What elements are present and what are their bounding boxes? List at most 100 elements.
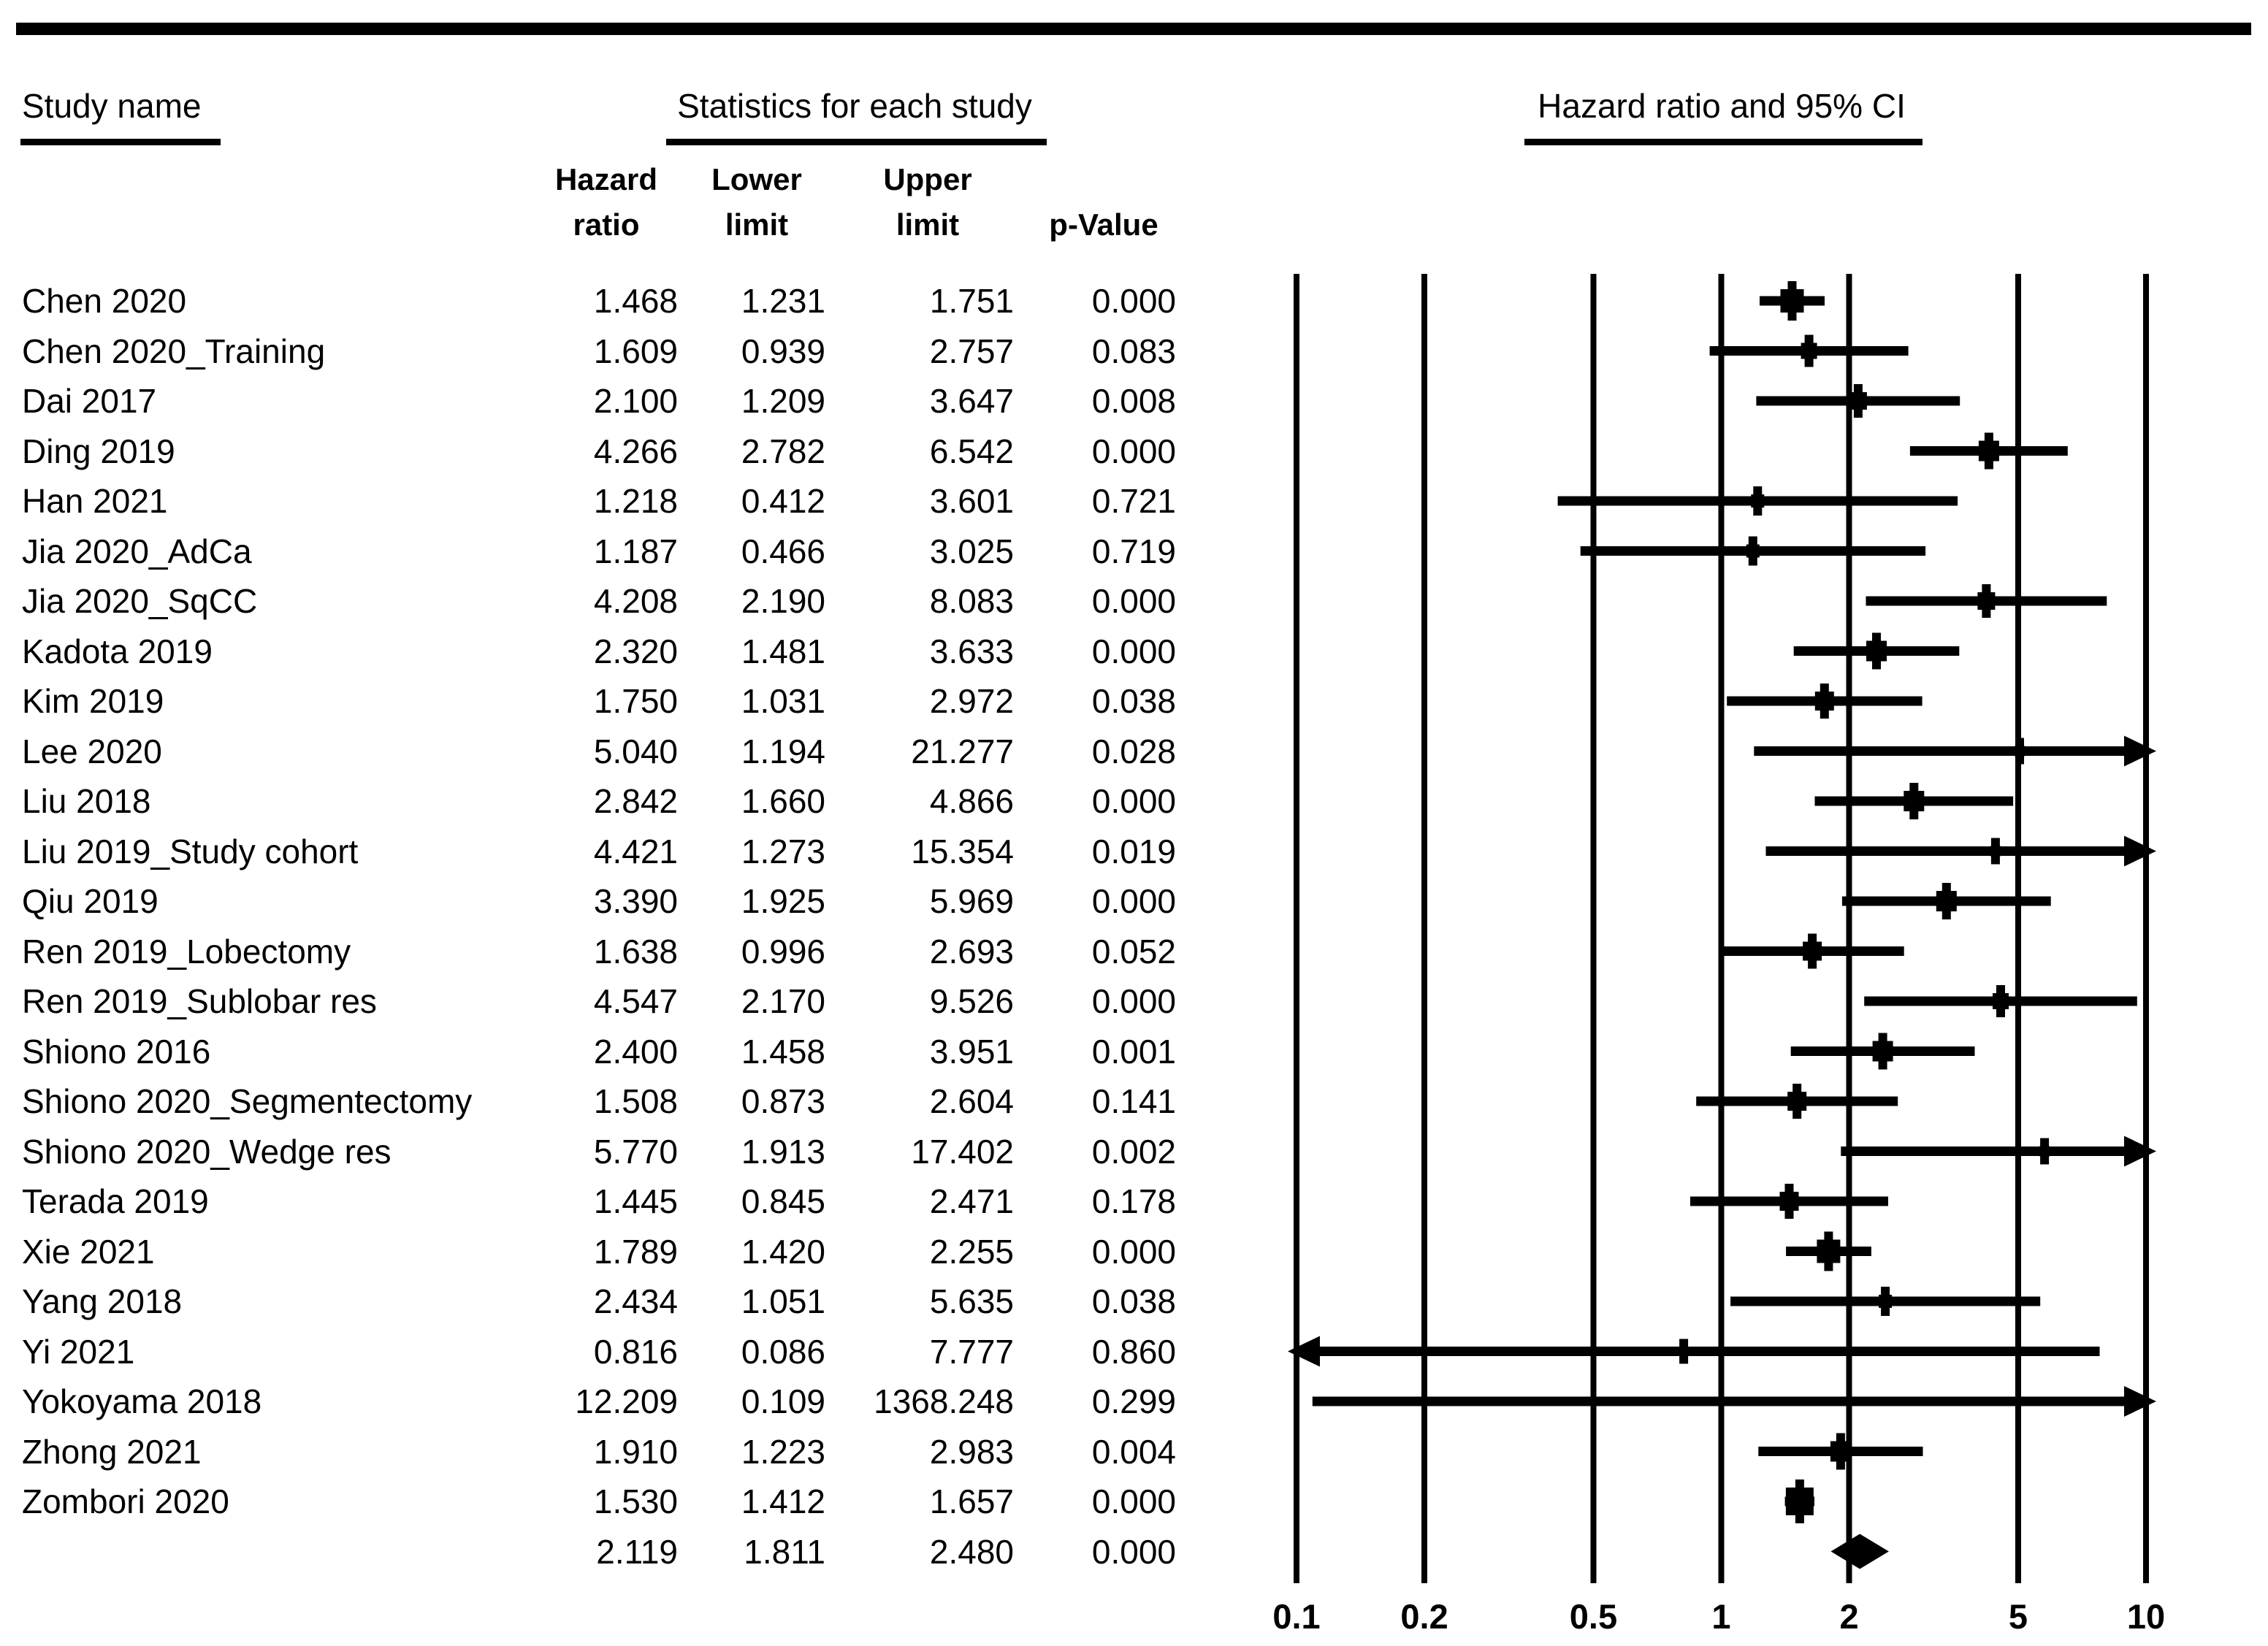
study-row: Kadota 2019 2.320 1.481 3.633 0.000 [0, 632, 1242, 670]
study-name-cell: Chen 2020 [22, 282, 187, 320]
point-estimate-marker [1872, 1041, 1893, 1062]
study-row: Yokoyama 2018 12.209 0.109 1368.248 0.299 [0, 1382, 1242, 1420]
lower-limit-cell: 1.660 [741, 782, 825, 820]
p-value-cell: 0.083 [1091, 332, 1176, 370]
study-row: Liu 2019_Study cohort 4.421 1.273 15.354 0.0… [0, 832, 1242, 870]
p-value-cell: 0.000 [1091, 1482, 1176, 1520]
upper-limit-cell: 17.402 [911, 1132, 1014, 1171]
p-value-cell: 0.008 [1091, 382, 1176, 420]
study-name-cell: Kim 2019 [22, 682, 164, 720]
point-estimate-marker [1801, 342, 1817, 359]
hazard-ratio-cell: 2.119 [596, 1532, 678, 1571]
column-header-lower-limit: limit [725, 207, 789, 242]
study-name-cell: Kadota 2019 [22, 632, 213, 670]
upper-limit-cell: 2.693 [929, 932, 1014, 971]
p-value-cell: 0.028 [1091, 732, 1176, 770]
hazard-ratio-cell: 2.100 [593, 382, 678, 420]
pooled-row: 2.119 1.811 2.480 0.000 [0, 1533, 1242, 1571]
study-name-cell: Dai 2017 [22, 382, 157, 420]
plot-section-title: Hazard ratio and 95% CI [1538, 87, 1906, 125]
point-estimate-marker [1780, 289, 1804, 313]
ci-line [1297, 1347, 2100, 1356]
lower-limit-cell: 1.913 [741, 1132, 825, 1171]
hazard-ratio-cell: 12.209 [575, 1382, 678, 1420]
x-axis-tick-label: 0.1 [1272, 1597, 1321, 1636]
gridline-0.2 [1421, 274, 1427, 1583]
hazard-ratio-cell: 4.421 [593, 832, 678, 870]
point-estimate-marker [2039, 1146, 2050, 1157]
point-estimate-marker [1814, 692, 1834, 711]
lower-limit-cell: 1.811 [744, 1532, 825, 1571]
p-value-cell: 0.002 [1091, 1132, 1176, 1171]
study-name-cell: Terada 2019 [22, 1182, 209, 1220]
p-value-cell: 0.178 [1091, 1182, 1176, 1220]
gridline-10 [2143, 274, 2149, 1583]
p-value-cell: 0.721 [1091, 482, 1176, 520]
point-estimate-marker [1751, 494, 1765, 508]
study-row: Shiono 2016 2.400 1.458 3.951 0.001 [0, 1033, 1242, 1071]
upper-limit-cell: 1.751 [929, 282, 1014, 320]
lower-limit-cell: 0.109 [741, 1382, 825, 1420]
point-estimate-marker [1849, 392, 1867, 410]
hazard-ratio-cell: 1.468 [593, 282, 678, 320]
hazard-ratio-cell: 1.638 [593, 932, 678, 971]
study-row: Xie 2021 1.789 1.420 2.255 0.000 [0, 1233, 1242, 1271]
hazard-ratio-cell: 5.770 [593, 1132, 678, 1171]
point-estimate-marker [1785, 1488, 1814, 1515]
point-estimate-marker [1746, 544, 1760, 558]
hazard-ratio-cell: 1.187 [593, 532, 678, 570]
lower-limit-cell: 1.420 [741, 1232, 825, 1271]
p-value-cell: 0.860 [1091, 1332, 1176, 1371]
upper-limit-cell: 5.969 [929, 882, 1014, 920]
lower-limit-cell: 1.031 [741, 682, 825, 720]
lower-limit-cell: 2.782 [741, 432, 825, 470]
upper-limit-cell: 2.255 [929, 1232, 1014, 1271]
statistics-underline [666, 139, 1047, 145]
upper-limit-cell: 2.480 [929, 1532, 1014, 1571]
upper-limit-cell: 5.635 [929, 1282, 1014, 1320]
lower-limit-cell: 1.925 [741, 882, 825, 920]
hazard-ratio-cell: 2.400 [593, 1032, 678, 1071]
study-name-cell: Ren 2019_Sublobar res [22, 982, 377, 1020]
lower-limit-cell: 1.412 [741, 1482, 825, 1520]
hazard-ratio-cell: 2.320 [593, 632, 678, 670]
x-axis-tick-label: 0.2 [1400, 1597, 1448, 1636]
study-row: Ren 2019_Sublobar res 4.547 2.170 9.526 0.00… [0, 982, 1242, 1020]
point-estimate-marker [1993, 993, 2009, 1009]
point-estimate-marker [1978, 440, 1999, 462]
upper-limit-cell: 2.972 [929, 682, 1014, 720]
study-row: Ren 2019_Lobectomy 1.638 0.996 2.693 0.052 [0, 933, 1242, 971]
study-name-column-title: Study name [22, 87, 202, 125]
study-name-cell: Ren 2019_Lobectomy [22, 932, 351, 971]
lower-limit-cell: 0.996 [741, 932, 825, 971]
upper-limit-cell: 3.633 [929, 632, 1014, 670]
x-axis-tick-label: 0.5 [1569, 1597, 1618, 1636]
p-value-cell: 0.004 [1091, 1432, 1176, 1471]
hazard-ratio-cell: 1.218 [593, 482, 678, 520]
ci-line [1754, 746, 2146, 756]
point-estimate-marker [1879, 1295, 1893, 1308]
study-row: Han 2021 1.218 0.412 3.601 0.721 [0, 482, 1242, 520]
point-estimate-marker [1817, 1239, 1841, 1263]
point-estimate-marker [1830, 1441, 1851, 1462]
lower-limit-cell: 0.939 [741, 332, 825, 370]
x-axis-tick-label: 5 [2008, 1597, 2028, 1636]
column-header-p-value: p-Value [1049, 207, 1158, 242]
gridline-0.1 [1294, 274, 1299, 1583]
upper-limit-cell: 3.951 [929, 1032, 1014, 1071]
p-value-cell: 0.000 [1091, 782, 1176, 820]
study-row: Shiono 2020_Segmentectomy 1.508 0.873 2.604… [0, 1082, 1242, 1120]
upper-limit-cell: 8.083 [929, 582, 1014, 620]
hazard-ratio-cell: 4.208 [593, 582, 678, 620]
study-name-cell: Shiono 2020_Segmentectomy [22, 1082, 473, 1120]
point-estimate-marker [1936, 891, 1957, 911]
top-rule [16, 23, 2251, 35]
study-row: Chen 2020 1.468 1.231 1.751 0.000 [0, 282, 1242, 320]
upper-limit-cell: 2.471 [929, 1182, 1014, 1220]
lower-limit-cell: 1.273 [741, 832, 825, 870]
right-arrowhead [2124, 735, 2156, 767]
study-name-cell: Lee 2020 [22, 732, 162, 770]
study-name-underline [20, 139, 221, 145]
study-name-cell: Jia 2020_AdCa [22, 532, 252, 570]
